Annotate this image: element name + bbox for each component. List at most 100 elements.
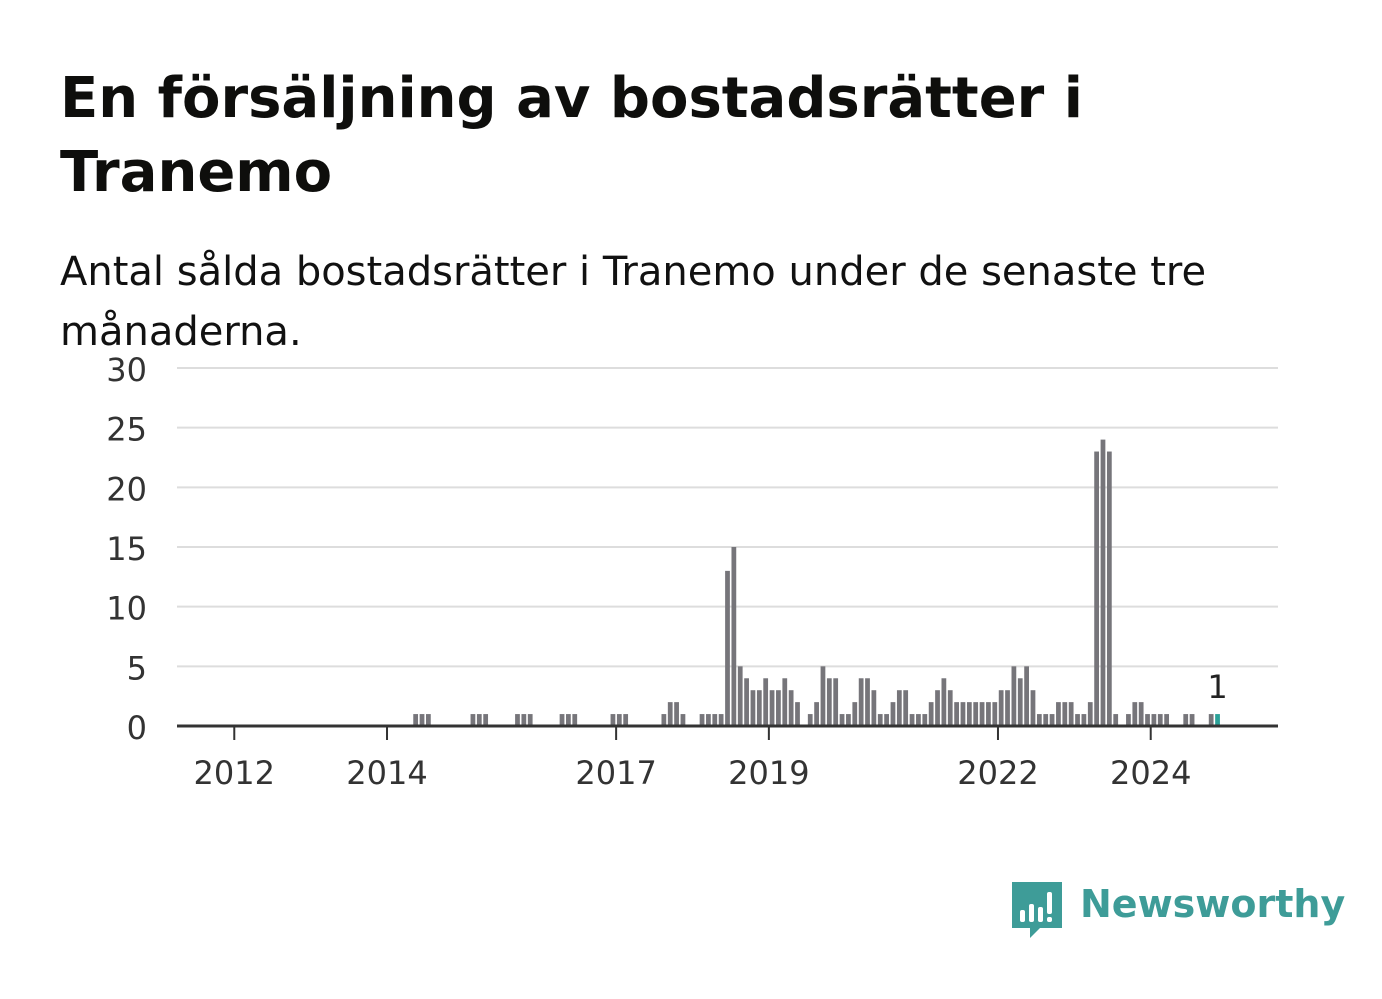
bar <box>1113 714 1119 726</box>
bar <box>807 714 813 726</box>
bar <box>839 714 845 726</box>
bar <box>1145 714 1150 726</box>
y-tick-label: 30 <box>106 351 147 389</box>
bar <box>833 678 839 726</box>
bar <box>1106 451 1112 726</box>
bar <box>1157 714 1163 726</box>
bar <box>1062 702 1068 726</box>
bar <box>725 570 730 726</box>
bar <box>566 714 571 726</box>
y-tick-label: 0 <box>127 709 147 747</box>
bar <box>1151 714 1157 726</box>
bar <box>1138 702 1144 726</box>
y-tick-label: 20 <box>106 470 147 508</box>
bar-labels: 1 <box>1207 668 1227 706</box>
bar <box>527 714 533 726</box>
bar <box>731 547 737 726</box>
y-tick-label: 5 <box>127 649 147 687</box>
bar <box>712 714 718 726</box>
bar <box>884 714 889 726</box>
bar <box>826 678 832 726</box>
bar <box>1036 714 1042 726</box>
bar <box>521 714 527 726</box>
chart-title: En försäljning av bostadsrätter i Tranem… <box>60 66 1083 205</box>
x-tick-label: 2022 <box>957 754 1038 792</box>
bar <box>846 714 851 726</box>
bar <box>661 714 667 726</box>
brand-name[interactable]: Newsworthy <box>1080 882 1346 926</box>
y-tick-label: 15 <box>106 530 147 568</box>
data-label: 1 <box>1207 668 1227 706</box>
bar <box>572 714 578 726</box>
bar <box>820 666 826 726</box>
bar <box>667 702 673 726</box>
bar <box>916 714 921 726</box>
chart-subtitle: Antal sålda bostadsrätter i Tranemo unde… <box>60 249 1207 355</box>
bar <box>680 714 686 726</box>
bar <box>706 714 711 726</box>
bar <box>1005 690 1010 726</box>
bar <box>947 690 953 726</box>
bar <box>623 714 629 726</box>
bar <box>788 690 794 726</box>
bar <box>871 690 877 726</box>
bar <box>966 702 972 726</box>
bar <box>928 702 934 726</box>
bar <box>814 702 819 726</box>
bar <box>1208 714 1214 726</box>
y-tick-label: 25 <box>106 411 147 449</box>
y-axis-ticks: 0 5 10 15 20 25 30 <box>106 351 147 747</box>
bar <box>769 690 775 726</box>
x-tick-label: 2024 <box>1110 754 1191 792</box>
bar <box>1164 714 1170 726</box>
bar <box>1183 714 1189 726</box>
bar <box>935 690 940 726</box>
bar <box>852 702 858 726</box>
bar <box>1017 678 1023 726</box>
bar <box>559 714 565 726</box>
bar <box>954 702 959 726</box>
bar <box>1132 702 1138 726</box>
bar <box>877 714 883 726</box>
x-tick-label: 2017 <box>575 754 656 792</box>
bar <box>756 690 762 726</box>
bar <box>413 714 419 726</box>
bar <box>998 690 1004 726</box>
x-tick-label: 2012 <box>194 754 275 792</box>
bar <box>865 678 870 726</box>
bar <box>1094 451 1099 726</box>
bar <box>890 702 896 726</box>
bar <box>1126 714 1131 726</box>
x-axis-ticks: 2012 2014 2017 2019 2022 2024 <box>194 726 1191 792</box>
bar <box>1068 702 1074 726</box>
bar <box>909 714 915 726</box>
bar <box>1043 714 1049 726</box>
bar <box>992 702 998 726</box>
bar <box>483 714 489 726</box>
bar <box>1011 666 1017 726</box>
bar <box>979 702 985 726</box>
bar <box>896 690 902 726</box>
bar <box>426 714 431 726</box>
bar <box>922 714 928 726</box>
bar <box>1056 702 1061 726</box>
bar <box>763 678 769 726</box>
bar <box>1087 702 1093 726</box>
bar <box>515 714 520 726</box>
bar <box>960 702 966 726</box>
x-tick-label: 2019 <box>728 754 809 792</box>
bar <box>986 702 991 726</box>
bar <box>616 714 622 726</box>
bar <box>795 702 800 726</box>
bar <box>610 714 616 726</box>
bar <box>737 666 743 726</box>
bar <box>419 714 425 726</box>
bar <box>1081 714 1087 726</box>
bar <box>470 714 476 726</box>
bar <box>1189 714 1195 726</box>
bar <box>674 702 679 726</box>
bar <box>973 702 979 726</box>
bar <box>782 678 788 726</box>
bar <box>750 690 756 726</box>
